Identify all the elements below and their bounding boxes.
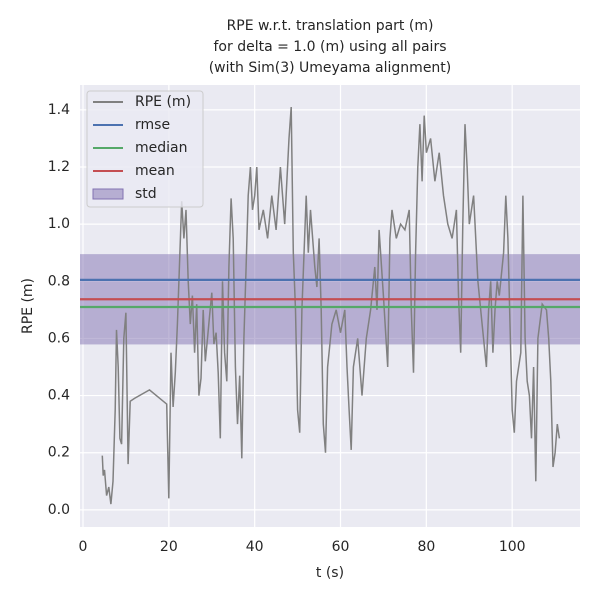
x-tick-label: 20 (160, 539, 178, 555)
x-tick-label: 100 (499, 539, 526, 555)
x-tick-label: 0 (79, 539, 88, 555)
x-tick-label: 40 (246, 539, 264, 555)
y-tick-label: 0.2 (48, 445, 70, 461)
legend-label: median (135, 140, 187, 156)
y-tick-label: 0.6 (48, 330, 70, 346)
y-tick-label: 0.0 (48, 502, 70, 518)
chart-title: RPE w.r.t. translation part (m) (227, 18, 434, 34)
y-tick-label: 1.2 (48, 159, 70, 175)
chart-title: for delta = 1.0 (m) using all pairs (214, 39, 447, 55)
legend-label: mean (135, 163, 175, 179)
legend-label: rmse (135, 117, 170, 133)
legend-box (86, 90, 204, 208)
x-tick-label: 60 (332, 539, 350, 555)
legend-label: RPE (m) (135, 94, 191, 110)
legend-label: std (135, 186, 157, 202)
y-tick-label: 0.8 (48, 273, 70, 289)
y-tick-label: 1.4 (48, 102, 70, 118)
y-tick-label: 0.4 (48, 388, 70, 404)
data-line (101, 106, 561, 505)
x-axis-label: t (s) (316, 565, 344, 581)
y-axis-label: RPE (m) (20, 278, 36, 334)
legend-swatch (92, 188, 124, 200)
chart-title: (with Sim(3) Umeyama alignment) (209, 60, 452, 76)
y-tick-label: 1.0 (48, 216, 70, 232)
x-tick-label: 80 (417, 539, 435, 555)
